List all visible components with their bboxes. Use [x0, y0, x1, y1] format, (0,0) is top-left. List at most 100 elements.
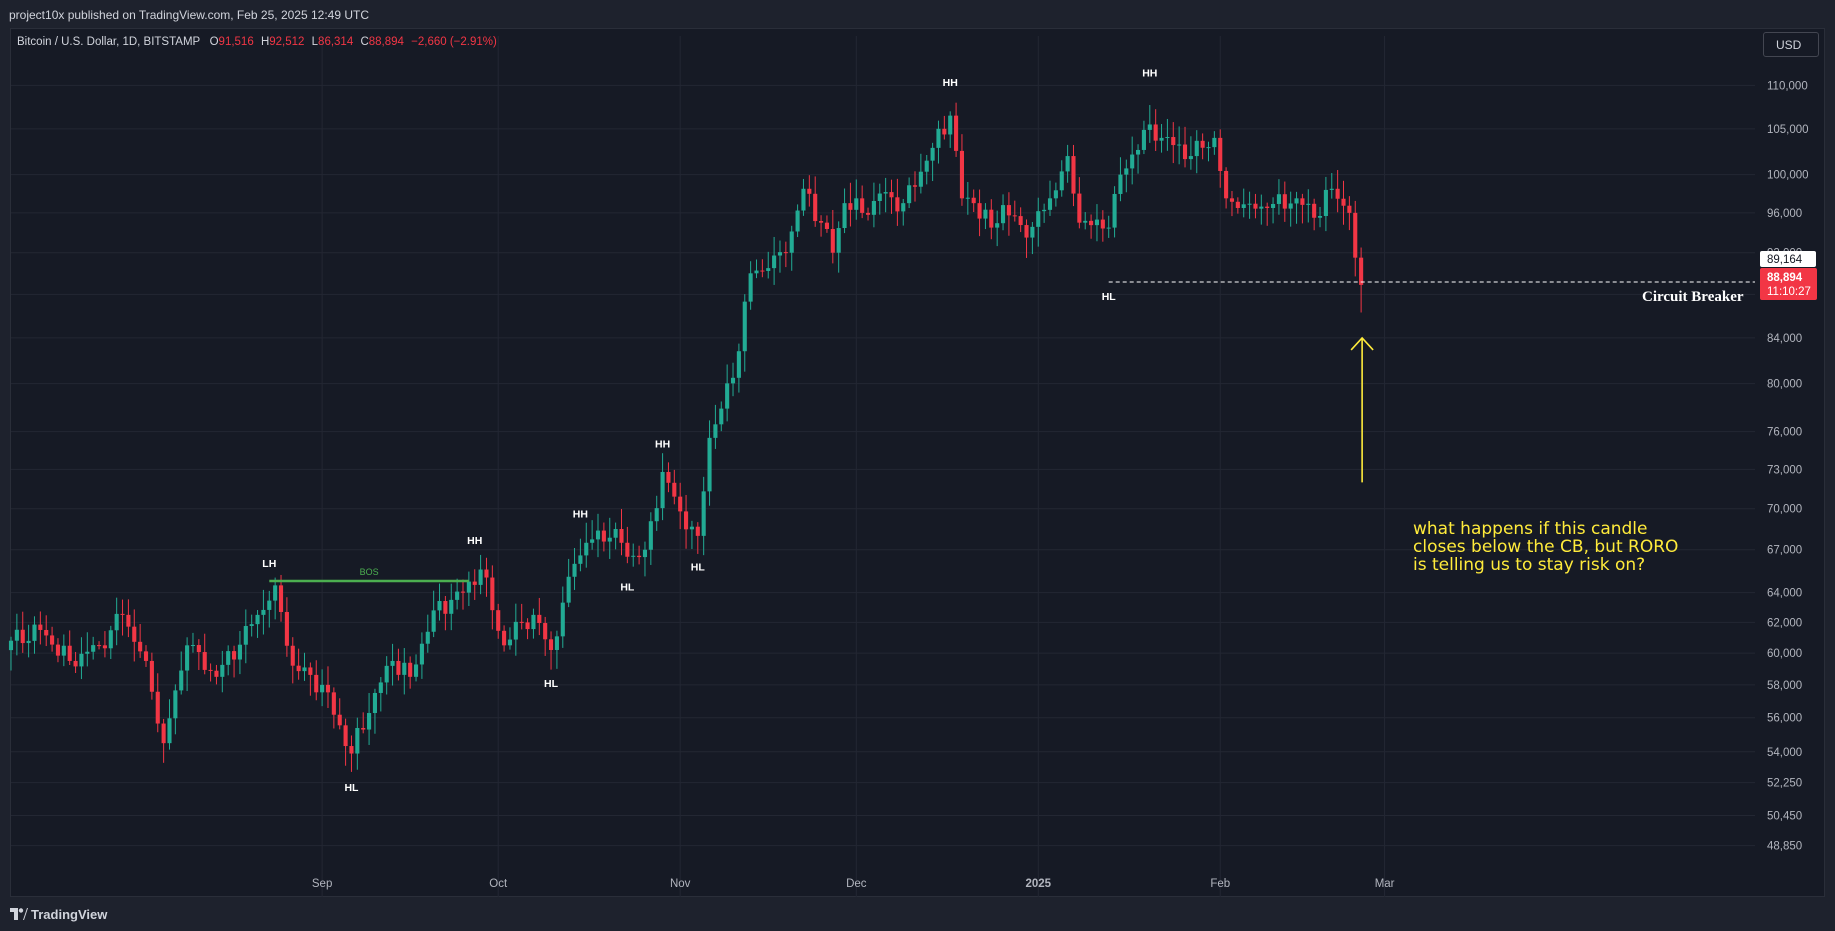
- candle-body: [684, 511, 689, 530]
- candle-body: [1071, 156, 1076, 194]
- candle-body: [143, 651, 149, 661]
- candle-body: [1200, 140, 1205, 148]
- candle-body: [1335, 188, 1340, 199]
- candle-body: [613, 529, 618, 538]
- price-tick-label: 52,250: [1767, 778, 1802, 790]
- candle-body: [126, 614, 131, 627]
- candle-body: [490, 577, 495, 611]
- candle-body: [402, 662, 407, 675]
- candle-body: [525, 622, 530, 630]
- candle-body: [754, 270, 759, 274]
- candle-body: [748, 273, 753, 302]
- candle-body: [584, 542, 589, 556]
- candle-body: [255, 614, 260, 625]
- price-tick-label: 64,000: [1767, 588, 1802, 600]
- candle-body: [38, 624, 43, 630]
- candle-body: [267, 600, 272, 610]
- candle-body: [14, 629, 19, 641]
- candle-body: [102, 645, 107, 649]
- candle-body: [689, 526, 694, 530]
- swing-label-hh: HH: [573, 509, 588, 521]
- candle-body: [760, 270, 765, 272]
- candle-body: [713, 424, 718, 438]
- candle-body: [1253, 203, 1258, 209]
- candle-body: [795, 210, 800, 232]
- time-tick-label: Nov: [670, 878, 691, 890]
- candle-body: [959, 150, 965, 199]
- candle-body: [337, 714, 342, 726]
- currency-button[interactable]: USD: [1763, 32, 1819, 57]
- tradingview-logo-icon[interactable]: [10, 908, 28, 920]
- candle-body: [1118, 174, 1123, 194]
- candle-body: [61, 645, 66, 656]
- candle-body: [226, 651, 231, 665]
- swing-label-hl: HL: [544, 678, 559, 690]
- candle-body: [167, 718, 172, 744]
- candle-body: [607, 537, 612, 542]
- candle-body: [543, 623, 548, 640]
- candle-body: [572, 563, 577, 577]
- last-price-value: 88,894: [1767, 272, 1803, 284]
- note-text-line: is telling us to stay risk on?: [1413, 555, 1645, 575]
- candle-body: [1165, 137, 1170, 139]
- candle-body: [1006, 205, 1011, 216]
- candle-body: [120, 613, 125, 615]
- candle-body: [173, 690, 178, 719]
- candle-body: [619, 529, 624, 543]
- note-text-line: what happens if this candle: [1413, 519, 1647, 539]
- price-tick-label: 105,000: [1767, 124, 1809, 136]
- candle-body: [1077, 193, 1082, 223]
- candle-body: [936, 128, 941, 148]
- time-tick-label: 2025: [1025, 878, 1051, 890]
- price-tick-label: 80,000: [1767, 379, 1802, 391]
- candle-body: [918, 171, 923, 187]
- candle-body: [79, 653, 84, 667]
- circuit-breaker-price-tag: [1760, 251, 1816, 267]
- candle-body: [179, 670, 184, 691]
- candle-body: [1018, 216, 1023, 226]
- candle-body: [642, 549, 648, 558]
- candle-body: [595, 530, 601, 540]
- candle-body: [965, 197, 970, 199]
- candle-body: [883, 192, 888, 194]
- candle-body: [425, 631, 430, 644]
- candle-body: [413, 664, 419, 677]
- close-value: 88,894: [368, 36, 404, 48]
- candle-body: [531, 614, 536, 630]
- swing-label-hl: HL: [344, 782, 359, 794]
- candle-body: [513, 621, 518, 640]
- candle-body: [912, 185, 918, 187]
- candle-body: [1000, 205, 1006, 224]
- candle-body: [1218, 137, 1223, 171]
- candle-body: [237, 644, 242, 660]
- candle-body: [1112, 193, 1117, 228]
- candle-body: [719, 408, 724, 425]
- candle-body: [355, 727, 360, 754]
- candle-body: [73, 660, 78, 667]
- candle-body: [742, 301, 747, 352]
- candle-body: [789, 231, 794, 253]
- candle-body: [249, 624, 254, 627]
- candle-body: [678, 496, 683, 512]
- candle-body: [502, 630, 507, 646]
- candle-body: [1276, 194, 1281, 204]
- candle-body: [384, 665, 389, 683]
- candle-body: [971, 197, 976, 204]
- price-tick-label: 100,000: [1767, 170, 1809, 182]
- candle-body: [1130, 154, 1135, 169]
- candle-body: [484, 569, 489, 578]
- open-label: O: [209, 36, 219, 48]
- candle-body: [860, 198, 865, 213]
- candle-body: [1182, 144, 1188, 160]
- candle-body: [1030, 226, 1035, 238]
- candle-body: [566, 576, 571, 603]
- candle-body: [138, 641, 143, 652]
- candle-body: [695, 526, 700, 536]
- candle-body: [378, 682, 383, 693]
- candle-body: [1065, 156, 1070, 172]
- candle-body: [302, 667, 307, 672]
- candle-body: [637, 555, 642, 558]
- symbol-label[interactable]: Bitcoin / U.S. Dollar, 1D, BITSTAMP: [17, 36, 200, 48]
- footer-brand[interactable]: TradingView: [31, 907, 108, 922]
